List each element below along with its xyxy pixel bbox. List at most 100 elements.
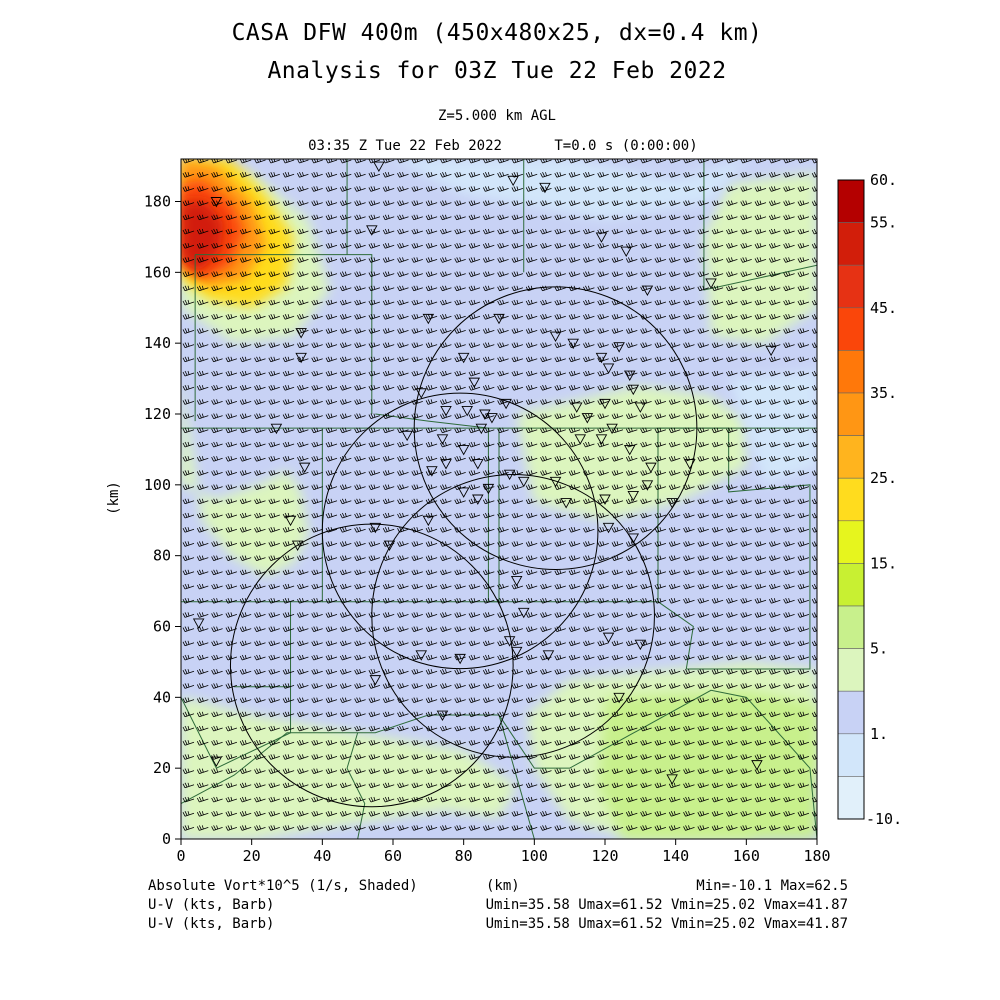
wind-barb bbox=[783, 640, 795, 647]
wind-barb bbox=[196, 754, 209, 760]
station-marker bbox=[599, 494, 611, 505]
wind-barb bbox=[497, 159, 509, 164]
wind-barb bbox=[754, 342, 767, 348]
wind-barb bbox=[597, 299, 609, 306]
wind-barb bbox=[683, 654, 695, 661]
wind-barb bbox=[654, 541, 667, 547]
wind-barb bbox=[611, 299, 624, 306]
wind-barb bbox=[425, 172, 438, 178]
wind-barb bbox=[811, 583, 817, 590]
wind-barb bbox=[225, 825, 238, 831]
wind-barb bbox=[740, 356, 752, 363]
wind-barb bbox=[668, 257, 681, 263]
wind-barb bbox=[554, 768, 566, 774]
wind-barb bbox=[440, 385, 452, 391]
wind-barb bbox=[411, 370, 423, 377]
wind-barb bbox=[382, 172, 395, 178]
wind-barb bbox=[711, 669, 724, 675]
wind-barb bbox=[454, 470, 466, 476]
wind-barb bbox=[397, 243, 409, 249]
wind-barb bbox=[182, 214, 195, 221]
wind-barb bbox=[783, 555, 795, 561]
wind-barb bbox=[568, 555, 581, 561]
wind-barb bbox=[482, 725, 495, 732]
wind-barb bbox=[654, 640, 667, 647]
wind-barb bbox=[640, 214, 652, 221]
wind-barb bbox=[611, 413, 624, 419]
wind-barb bbox=[397, 285, 409, 292]
wind-barb bbox=[297, 200, 309, 206]
wind-barb bbox=[668, 555, 681, 561]
station-marker bbox=[560, 498, 572, 509]
wind-barb bbox=[354, 498, 366, 505]
wind-barb bbox=[726, 413, 738, 419]
wind-barb bbox=[397, 527, 409, 533]
wind-barb bbox=[368, 385, 381, 391]
wind-barb bbox=[525, 456, 538, 462]
wind-barb bbox=[282, 683, 295, 689]
wind-barb bbox=[482, 626, 495, 632]
wind-barb bbox=[668, 740, 681, 746]
wind-barb bbox=[239, 172, 252, 178]
wind-barb bbox=[282, 612, 295, 618]
wind-barb bbox=[640, 654, 652, 661]
wind-barb bbox=[754, 527, 767, 533]
wind-barb bbox=[768, 527, 781, 533]
station-marker bbox=[567, 338, 579, 350]
wind-barb bbox=[668, 825, 681, 831]
x-tick-label: 100 bbox=[521, 847, 548, 865]
colorbar-swatch bbox=[837, 222, 865, 266]
wind-barb bbox=[282, 654, 295, 661]
wind-barb bbox=[382, 228, 395, 235]
wind-barb bbox=[239, 569, 252, 576]
wind-barb bbox=[468, 825, 481, 831]
wind-barb bbox=[640, 768, 652, 774]
wind-barb bbox=[711, 214, 724, 221]
wind-barb bbox=[597, 172, 609, 178]
wind-barb bbox=[282, 172, 295, 178]
wind-barb bbox=[640, 356, 652, 363]
wind-barb bbox=[625, 825, 638, 831]
wind-barb bbox=[382, 328, 395, 334]
wind-barb bbox=[625, 385, 638, 391]
wind-barb bbox=[440, 427, 452, 434]
wind-barb bbox=[397, 796, 409, 803]
wind-barb bbox=[196, 328, 209, 334]
wind-barb bbox=[339, 484, 352, 490]
wind-barb bbox=[525, 768, 538, 774]
level-label: Z=5.000 km AGL bbox=[438, 108, 556, 124]
wind-barb bbox=[225, 470, 238, 476]
wind-barb bbox=[625, 626, 638, 632]
wind-barb bbox=[297, 214, 309, 221]
wind-barb bbox=[339, 370, 352, 377]
wind-barb bbox=[425, 285, 438, 292]
wind-barb bbox=[225, 159, 238, 164]
wind-barb bbox=[211, 626, 223, 632]
wind-barb bbox=[683, 626, 695, 632]
wind-barb bbox=[540, 243, 552, 249]
wind-barb bbox=[440, 413, 452, 419]
wind-barb bbox=[525, 569, 538, 576]
wind-barb bbox=[511, 626, 524, 632]
wind-barb bbox=[225, 214, 238, 221]
wind-barb bbox=[425, 583, 438, 590]
wind-barb bbox=[368, 569, 381, 576]
wind-barb bbox=[440, 159, 452, 164]
wind-barb bbox=[625, 228, 638, 235]
wind-barb bbox=[797, 683, 810, 689]
wind-barb bbox=[597, 159, 609, 164]
wind-barb bbox=[482, 555, 495, 561]
wind-barb bbox=[611, 768, 624, 774]
wind-barb bbox=[239, 200, 252, 206]
wind-barb bbox=[297, 257, 309, 263]
wind-barb bbox=[525, 612, 538, 618]
wind-barb bbox=[368, 441, 381, 448]
wind-barb bbox=[196, 172, 209, 178]
wind-barb bbox=[211, 811, 223, 817]
wind-barb bbox=[325, 598, 338, 604]
wind-barb bbox=[597, 314, 609, 320]
wind-barb bbox=[182, 385, 195, 391]
wind-barb bbox=[454, 328, 466, 334]
wind-barb bbox=[211, 441, 223, 448]
wind-barb bbox=[540, 583, 552, 590]
